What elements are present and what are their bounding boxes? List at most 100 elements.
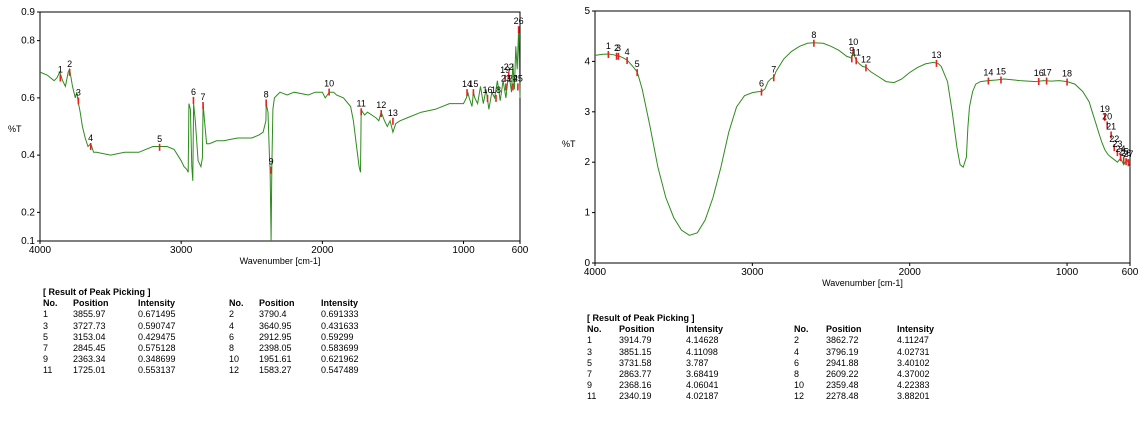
spectrum-line: [39, 29, 521, 242]
peak-label: 11: [357, 98, 366, 108]
column-header: Intensity: [321, 298, 359, 309]
y-axis-label: %T: [562, 139, 576, 149]
y-tick-label: 0.9: [21, 7, 35, 18]
y-tick-label: 0.8: [21, 36, 35, 47]
x-tick-label: 4000: [584, 267, 607, 278]
table-cell: 2359.48: [826, 380, 859, 391]
peak-label: 4: [625, 47, 630, 57]
table-cell: 1725.01: [73, 365, 106, 376]
y-tick-label: 3: [584, 107, 590, 118]
x-tick-label: 1000: [1056, 267, 1079, 278]
peak-label: 25: [1119, 147, 1129, 157]
table-cell: 6: [794, 357, 800, 368]
table-cell: 3731.58: [619, 357, 652, 368]
x-tick-label: 4000: [29, 245, 52, 256]
peak-label: 25: [513, 73, 523, 83]
table-cell: 12: [229, 365, 240, 376]
peak-label: 18: [1062, 69, 1072, 79]
table-cell: 4: [794, 346, 800, 357]
table-cell: 9: [587, 380, 593, 391]
peak-label: 23: [1112, 139, 1122, 149]
table-cell: 3790.4: [259, 309, 287, 320]
column-header: No.: [587, 324, 602, 335]
table-cell: 0.621962: [321, 354, 359, 365]
table-cell: 4.02731: [897, 346, 930, 357]
x-axis-label: Wavenumber [cm-1]: [822, 278, 903, 288]
table-cell: 2398.05: [259, 342, 292, 353]
peak-label: 14: [983, 68, 993, 78]
y-tick-label: 5: [584, 6, 590, 17]
peak-label: 19: [500, 65, 510, 75]
table-cell: 4: [229, 320, 235, 331]
peak-label: 11: [852, 47, 861, 57]
table-cell: 1: [587, 335, 593, 346]
x-tick-label: 2000: [899, 267, 922, 278]
table-cell: 2: [794, 335, 800, 346]
table-cell: 2912.95: [259, 331, 292, 342]
peak-table-row: 9 2363.34 0.348699 10 1951.61 0.621962: [43, 354, 359, 365]
table-cell: 10: [794, 380, 805, 391]
peak-table-row: 5 3153.04 0.429475 6 2912.95 0.59299: [43, 331, 354, 343]
table-cell: 2845.45: [73, 342, 106, 353]
peak-label: 8: [264, 89, 269, 99]
table-cell: 0.547489: [321, 365, 359, 376]
table-cell: 2340.19: [619, 391, 652, 402]
peak-label: 6: [759, 79, 764, 89]
table-cell: 4.06041: [686, 380, 719, 391]
peak-label: 20: [1102, 111, 1112, 121]
peak-table-row: 3 3851.15 4.11098 4 3796.19 4.02731: [587, 347, 930, 358]
peak-table-row: 1 3914.79 4.14628 2 3862.72 4.11247: [587, 335, 929, 346]
peak-label: 3: [616, 43, 621, 53]
table-cell: 2368.16: [619, 380, 652, 391]
y-axis-label: %T: [8, 124, 22, 134]
column-header: Intensity: [686, 324, 724, 335]
table-cell: 8: [794, 368, 800, 379]
table-cell: 7: [43, 342, 49, 353]
y-tick-label: 1: [584, 208, 590, 219]
peak-label: 10: [324, 79, 334, 89]
table-cell: 3862.72: [826, 335, 859, 346]
peak-table-row: 9 2368.16 4.06041 10 2359.48 4.22383: [587, 380, 930, 391]
column-header: Position: [826, 324, 862, 335]
peak-label: 16: [483, 85, 493, 95]
table-cell: 0.553137: [138, 365, 176, 376]
table-cell: 0.575128: [138, 342, 176, 353]
x-tick-label: 2000: [311, 245, 334, 256]
x-tick-label: 3000: [741, 267, 764, 278]
peak-table-row: 11 1725.01 0.553137 12 1583.27 0.547489: [43, 365, 359, 376]
peak-label: 24: [508, 73, 518, 83]
x-tick-label: 3000: [170, 245, 193, 256]
table-cell: 0.583699: [321, 342, 359, 353]
peak-label: 6: [191, 87, 196, 97]
y-tick-label: 0.4: [21, 150, 35, 161]
table-cell: 5: [587, 357, 593, 368]
table-cell: 4.11098: [686, 346, 718, 357]
column-header: No.: [229, 298, 244, 309]
peak-label: 16: [1034, 68, 1044, 78]
peak-label: 12: [861, 54, 871, 64]
peak-label: 12: [376, 100, 386, 110]
peak-label: 9: [849, 45, 854, 55]
left-peak-table: [ Result of Peak Picking ] No. Position Int…: [43, 287, 359, 377]
table-cell: 4.22383: [897, 380, 930, 391]
column-header: Intensity: [897, 324, 935, 335]
peak-label: 27: [1123, 149, 1133, 159]
peak-table-row: 11 2340.19 4.02187 12 2278.48 3.88201: [587, 391, 930, 402]
peak-label: 15: [996, 67, 1006, 77]
peak-table-row: 7 2845.45 0.575128 8 2398.05 0.583699: [43, 342, 359, 354]
table-cell: 0.59299: [321, 331, 354, 342]
table-cell: 3.68419: [686, 368, 719, 379]
peak-label: 7: [201, 92, 206, 102]
left-spectrum-panel: 4000 3000 2000 1000 600 0.1 0.2 0.4 0.6 0.8 0.9 Wav…: [0, 0, 560, 424]
peak-label: 17: [1042, 68, 1052, 78]
table-cell: 5: [43, 331, 49, 342]
table-cell: 3.88201: [897, 391, 930, 402]
table-cell: 12: [794, 391, 805, 402]
column-header: Intensity: [138, 298, 176, 309]
peak-label: 10: [848, 37, 858, 47]
table-cell: 10: [229, 354, 240, 365]
table-cell: 0.431633: [321, 320, 359, 331]
table-cell: 4.02187: [686, 391, 719, 402]
table-cell: 0.348699: [138, 354, 176, 365]
y-tick-label: 0: [584, 258, 590, 269]
